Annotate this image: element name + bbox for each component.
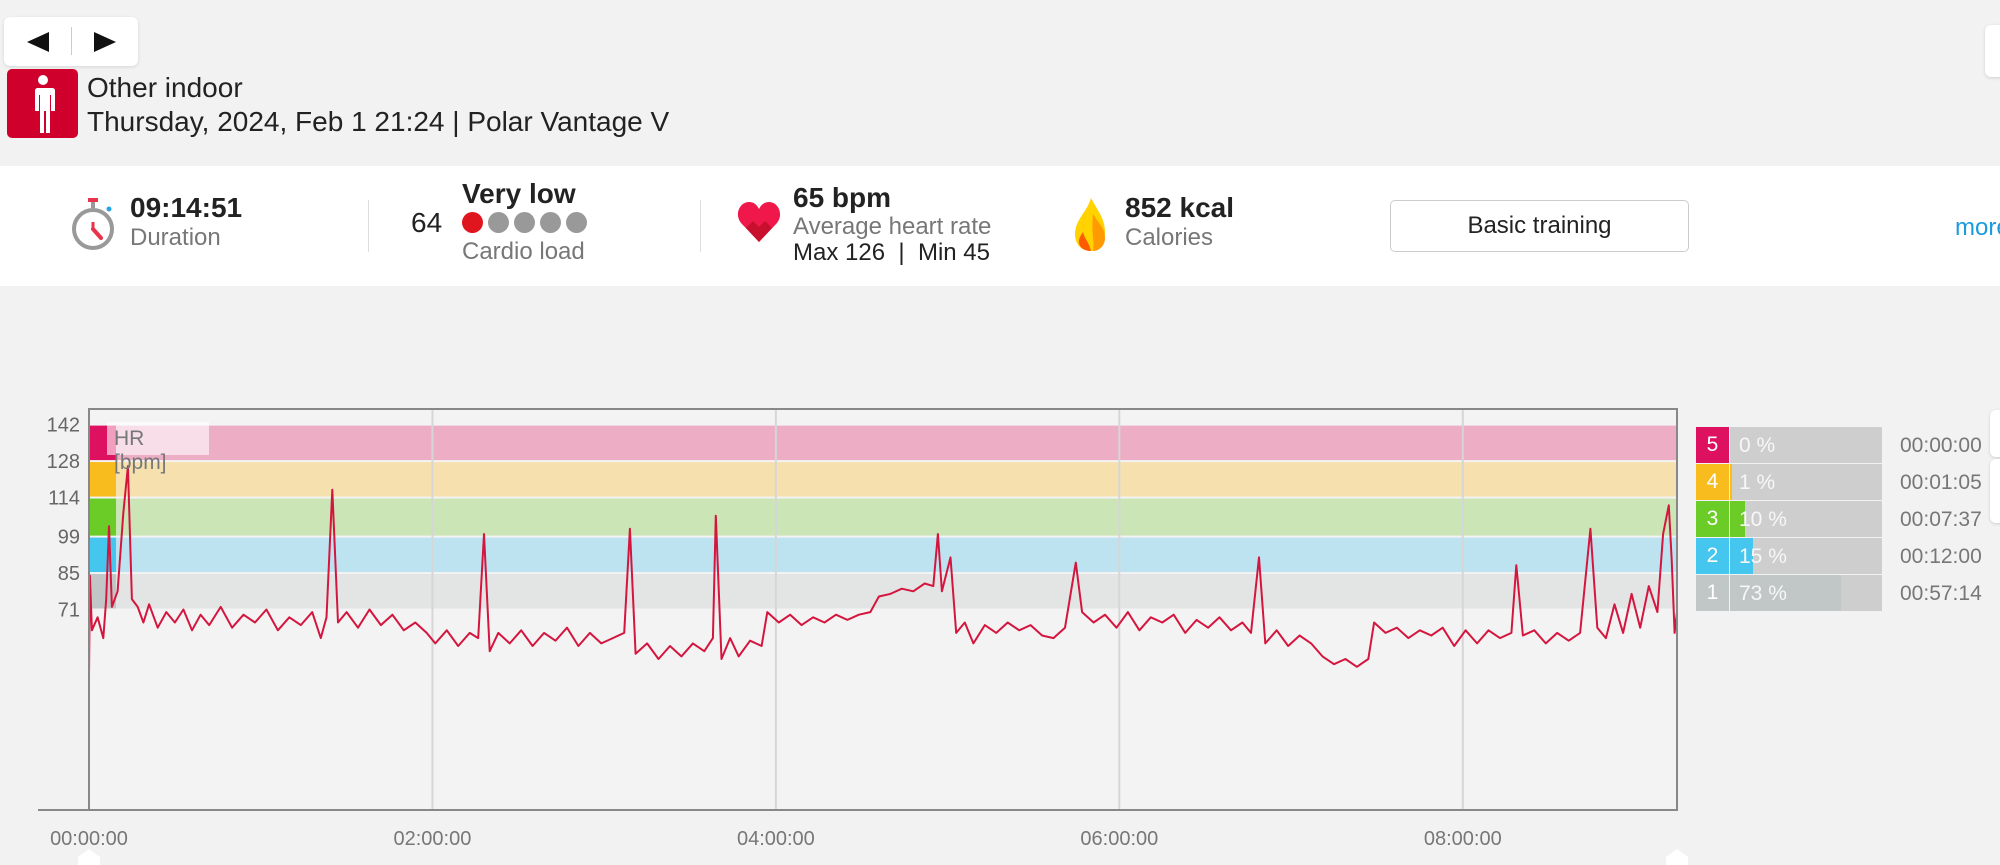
edge-menu-button[interactable] (1985, 25, 2000, 77)
duration-label: Duration (130, 224, 221, 251)
triangle-right-icon (93, 31, 116, 52)
y-tick-label: 128 (47, 451, 80, 473)
calories-label: Calories (1125, 224, 1214, 251)
zone-bar: 1 % (1730, 464, 1882, 500)
x-tick-label: 08:00:00 (1424, 828, 1502, 850)
calories-value: 852 kcal (1125, 192, 1234, 223)
zone-time: 00:57:14 (1900, 582, 1982, 605)
nav-divider (71, 27, 72, 55)
zone-band-1 (89, 574, 1677, 609)
zone-band-4 (89, 462, 1677, 497)
zone-marker-2 (89, 537, 116, 573)
cardio-load-value: 64 (411, 207, 443, 238)
zone-band-3 (89, 498, 1677, 536)
flame-icon (1075, 198, 1105, 251)
zone-bar: 10 % (1730, 501, 1882, 537)
stopwatch-icon (72, 198, 114, 250)
next-session-button[interactable] (71, 17, 138, 66)
zone-bar-fill (1730, 575, 1841, 611)
chart-y-label: HR [bpm] (107, 422, 209, 474)
y-tick-label: 85 (58, 563, 80, 585)
zone-bar-fill (1730, 464, 1732, 500)
avg-hr-label: Average heart rate (793, 213, 992, 240)
zone-number: 4 (1696, 464, 1729, 500)
x-tick-label: 04:00:00 (737, 828, 815, 850)
zone-bar: 73 % (1730, 575, 1882, 611)
zone-bar: 15 % (1730, 538, 1882, 574)
range-start-handle (78, 849, 100, 865)
cardio-load-level: Very low (462, 178, 576, 209)
x-tick-label: 02:00:00 (394, 828, 472, 850)
zone-bar: 0 % (1730, 427, 1882, 463)
triangle-left-icon (26, 31, 49, 52)
zone-band-2 (89, 537, 1677, 573)
zone-marker-4 (89, 462, 116, 497)
session-subtitle: Thursday, 2024, Feb 1 21:24 | Polar Vant… (87, 106, 670, 137)
previous-session-button[interactable] (4, 17, 71, 66)
sport-icon (7, 69, 78, 138)
zone-percent: 1 % (1739, 471, 1776, 494)
session-nav (4, 17, 138, 66)
heart-rate-chart[interactable]: 00:00:00 02:00:00 04:00:00 06:00:00 08:00:00… (0, 400, 1700, 865)
duration-value: 09:14:51 (130, 192, 243, 223)
avg-hr-value: 65 bpm (793, 182, 892, 213)
range-end-handle (1666, 849, 1688, 865)
training-type-button[interactable]: Basic training (1390, 200, 1689, 252)
sport-name: Other indoor (87, 72, 243, 103)
zone-number: 3 (1696, 501, 1729, 537)
zone-number: 2 (1696, 538, 1729, 574)
cardio-load-label: Cardio load (462, 238, 585, 265)
hr-max-min: Max 126 | Min 45 (793, 239, 990, 266)
zone-percent: 10 % (1739, 508, 1787, 531)
zone-number: 1 (1696, 575, 1729, 611)
zone-row-3: 3 10 % (1696, 501, 1882, 537)
zone-bar-fill (1730, 538, 1753, 574)
y-tick-label: 114 (48, 488, 80, 510)
zone-time: 00:07:37 (1900, 508, 1982, 531)
zone-number: 5 (1696, 427, 1729, 463)
zone-time: 00:00:00 (1900, 434, 1982, 457)
cardio-load-dots (462, 212, 592, 233)
zone-marker-3 (89, 498, 116, 536)
hr-line (88, 465, 1678, 678)
x-tick-label: 06:00:00 (1080, 828, 1158, 850)
zone-percent: 73 % (1739, 582, 1787, 605)
zone-percent: 15 % (1739, 545, 1787, 568)
zone-band-5 (89, 425, 1677, 461)
cardio-dot-empty (566, 212, 587, 233)
zone-bar-fill (1730, 501, 1746, 537)
y-tick-label: 142 (47, 415, 80, 437)
y-tick-label: 71 (58, 600, 80, 622)
divider (700, 200, 701, 252)
zone-row-5: 5 0 % (1696, 427, 1882, 463)
cardio-dot-filled (462, 212, 483, 233)
zone-row-4: 4 1 % (1696, 464, 1882, 500)
cardio-dot-empty (514, 212, 535, 233)
x-tick-label: 00:00:00 (50, 828, 128, 850)
zone-row-1: 1 73 % (1696, 575, 1882, 611)
heart-icon (737, 202, 781, 242)
edge-tool-button[interactable] (1990, 410, 2000, 457)
zone-row-2: 2 15 % (1696, 538, 1882, 574)
edge-tool-button[interactable] (1990, 459, 2000, 523)
zone-time: 00:12:00 (1900, 545, 1982, 568)
summary-bar: 09:14:51 Duration 64 Very low Cardio loa… (0, 166, 2000, 286)
zone-percent: 0 % (1739, 434, 1776, 457)
cardio-dot-empty (488, 212, 509, 233)
divider (368, 200, 369, 252)
zone-time: 00:01:05 (1900, 471, 1982, 494)
y-tick-label: 99 (58, 527, 80, 549)
more-link[interactable]: more (1955, 214, 2000, 241)
cardio-dot-empty (540, 212, 561, 233)
